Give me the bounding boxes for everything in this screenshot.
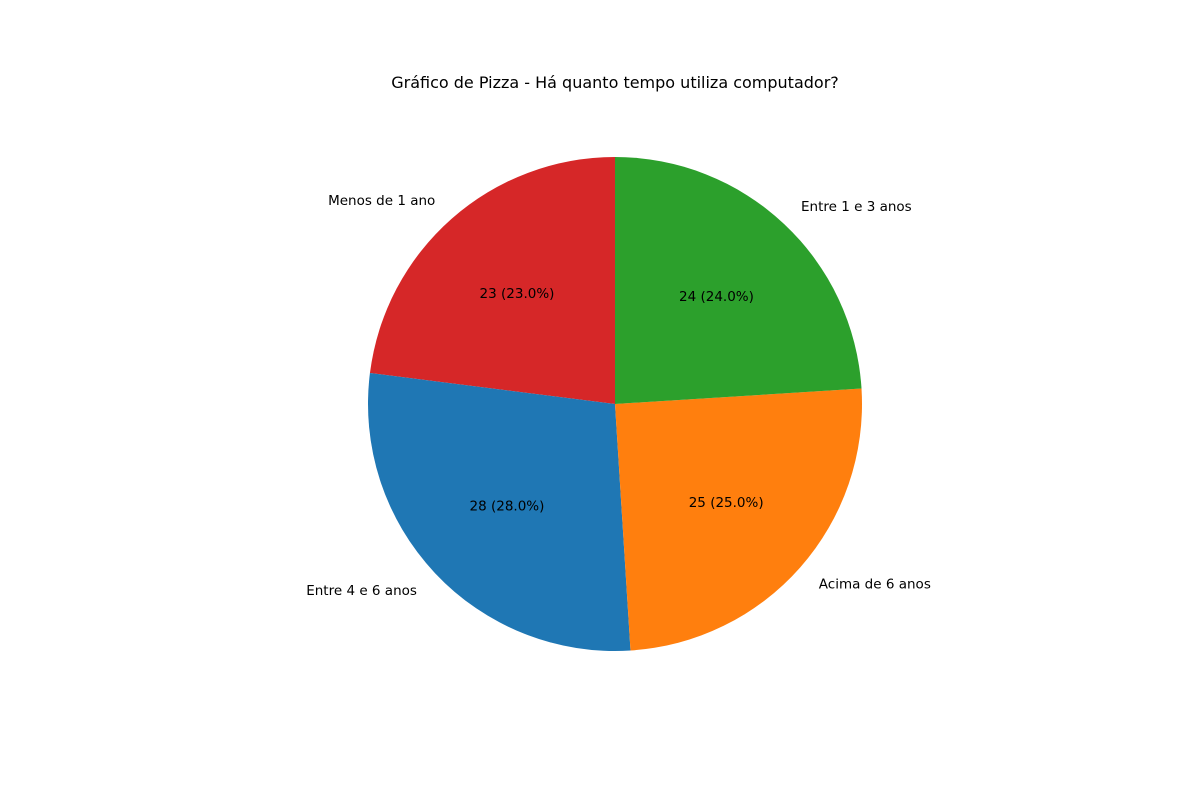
slice-category-label: Menos de 1 ano: [328, 193, 435, 209]
slice-category-label: Entre 4 e 6 anos: [306, 583, 417, 599]
slice-value-label: 28 (28.0%): [470, 498, 545, 514]
pie-labels: Menos de 1 ano 23 (23.0%) Entre 4 e 6 anos…: [306, 193, 931, 599]
pie-slice-acima-de-6-anos: [615, 388, 862, 651]
pie-slice-entre-4-e-6-anos: [368, 373, 631, 651]
slice-value-label: 23 (23.0%): [480, 286, 555, 302]
pie-slice-entre-1-e-3-anos: [615, 157, 862, 404]
pie-slices: [368, 157, 862, 651]
slice-category-label: Entre 1 e 3 anos: [801, 199, 912, 215]
pie-slice-menos-de-1-ano: [369, 157, 615, 404]
slice-value-label: 25 (25.0%): [689, 495, 764, 511]
chart-title: Gráfico de Pizza - Há quanto tempo utili…: [391, 73, 839, 92]
slice-category-label: Acima de 6 anos: [819, 577, 931, 593]
slice-value-label: 24 (24.0%): [679, 289, 754, 305]
